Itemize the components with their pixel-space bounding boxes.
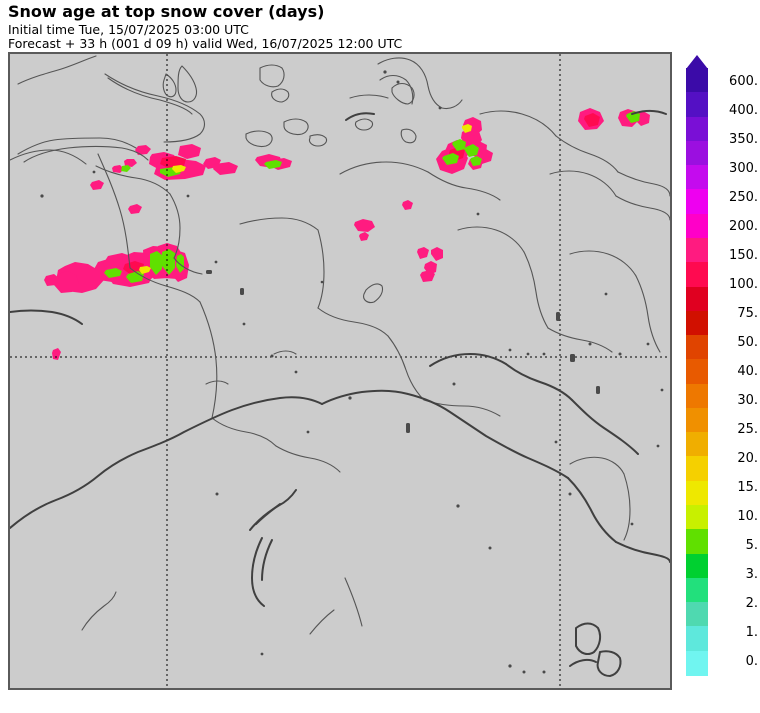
colorbar-tick-label: 100. [729,277,758,292]
map-background [10,54,670,688]
graticule [10,54,670,688]
colorbar-tick-label: 250. [729,190,758,205]
colorbar-tick-label: 15. [737,480,758,495]
snow-age-yellow-edges [139,124,472,274]
snow-age-young-edges [104,111,640,283]
colorbar-segment [686,480,708,506]
colorbar-tick-label: 10. [737,509,758,524]
colorbar-segment [686,505,708,530]
colorbar-segment [686,529,708,555]
colorbar-segment [686,262,708,288]
map-speckles [40,70,664,674]
colorbar-tick-label: 3. [745,567,758,582]
map-panel[interactable] [8,52,672,690]
colorbar-tick-label: 300. [729,161,758,176]
colorbar-tick-label: 1. [745,625,758,640]
colorbar-segment [686,189,708,215]
colorbar-arrow-icon [686,55,708,69]
colorbar-segment [686,165,708,190]
colorbar-tick-label: 200. [729,219,758,234]
colorbar-segment [686,310,708,336]
initial-time-label: Initial time Tue, 15/07/2025 03:00 UTC [8,22,249,37]
colorbar-segment [686,213,708,239]
colorbar-segment [686,577,708,603]
colorbar-segment [686,553,708,579]
page-title: Snow age at top snow cover (days) [8,2,325,21]
colorbar-segment [686,335,708,360]
colorbar-segment [686,92,708,118]
colorbar-segment [686,432,708,458]
colorbar-segment [686,602,708,628]
forecast-valid-label: Forecast + 33 h (001 d 09 h) valid Wed, … [8,36,403,51]
coastline [10,110,670,677]
colorbar-segment [686,626,708,652]
colorbar-segment [686,407,708,433]
colorbar-tick-label: 5. [745,538,758,553]
colorbar-segment [686,68,708,93]
colorbar-tick-label: 75. [737,306,758,321]
colorbar-segment [686,140,708,166]
colorbar-tick-label: 50. [737,335,758,350]
map-canvas[interactable] [10,54,670,688]
colorbar-tick-label: 30. [737,393,758,408]
colorbar-segment [686,383,708,409]
colorbar-tick-label: 40. [737,364,758,379]
colorbar-tick-label: 20. [737,451,758,466]
colorbar-tick-label: 0. [745,654,758,669]
colorbar-tick-label: 600. [729,74,758,89]
colorbar-segment [686,359,708,385]
colorbar-tick-label: 25. [737,422,758,437]
colorbar-segment [686,286,708,312]
colorbar-tick-label: 2. [745,596,758,611]
colorbar-segment [686,116,708,142]
colorbar-tick-label: 350. [729,132,758,147]
colorbar-segment [686,456,708,482]
colorbar-segment [686,650,708,676]
colorbar[interactable] [686,68,708,676]
colorbar-tick-label: 400. [729,103,758,118]
colorbar-tick-label: 150. [729,248,758,263]
colorbar-segment [686,237,708,263]
political-borders [10,55,670,635]
